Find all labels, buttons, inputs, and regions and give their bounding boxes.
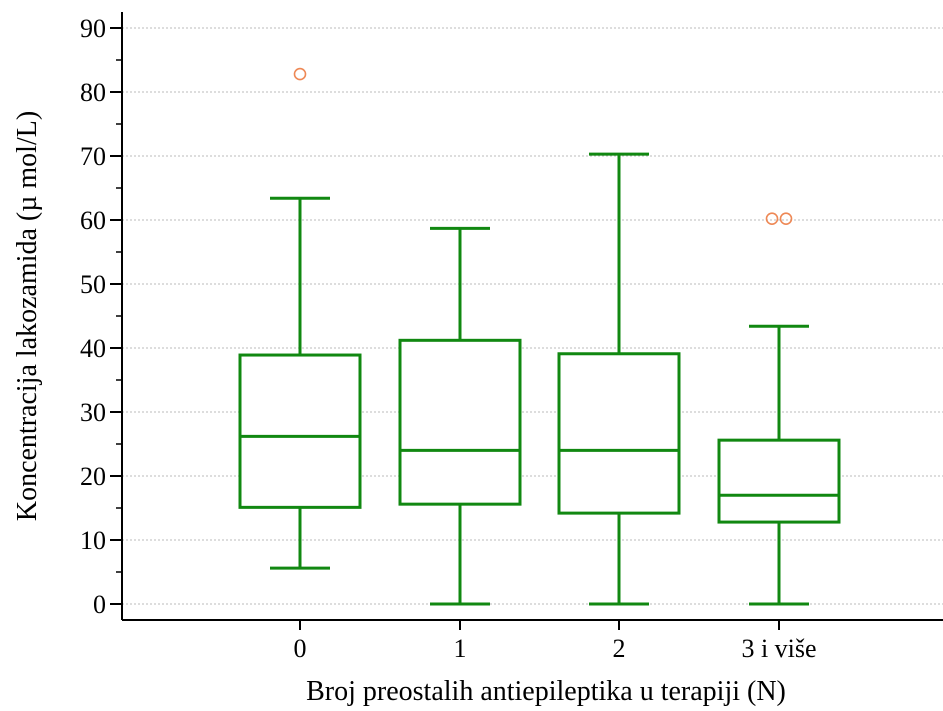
axes bbox=[121, 12, 943, 621]
box-group bbox=[717, 212, 841, 606]
y-tick-label: 20 bbox=[80, 462, 106, 491]
box-iqr bbox=[557, 352, 681, 515]
outlier-point bbox=[779, 212, 793, 226]
y-tick-label: 40 bbox=[80, 334, 106, 363]
box-iqr bbox=[398, 338, 522, 506]
y-tick-label: 60 bbox=[80, 206, 106, 235]
box-iqr bbox=[238, 353, 362, 509]
box-plot-series bbox=[238, 67, 841, 606]
y-tick-label: 90 bbox=[80, 14, 106, 43]
y-tick-label: 10 bbox=[80, 526, 106, 555]
box-group bbox=[398, 226, 522, 606]
x-tick-label: 2 bbox=[613, 634, 626, 663]
y-tick-label: 80 bbox=[80, 78, 106, 107]
box-iqr bbox=[717, 438, 841, 524]
y-axis-ticks: 0 10 20 30 40 50 60 70 80 90 bbox=[80, 14, 122, 619]
outlier-point bbox=[293, 67, 307, 81]
x-tick-label: 1 bbox=[454, 634, 467, 663]
y-tick-label: 50 bbox=[80, 270, 106, 299]
y-axis-label: Koncentracija lakozamida (µ mol/L) bbox=[12, 111, 43, 521]
x-tick-label: 0 bbox=[294, 634, 307, 663]
outlier-point bbox=[765, 212, 779, 226]
y-tick-label: 30 bbox=[80, 398, 106, 427]
x-axis-ticks: 0 1 2 3 i više bbox=[294, 620, 817, 663]
x-axis-label: Broj preostalih antiepileptika u terapij… bbox=[306, 676, 786, 707]
x-tick-label: 3 i više bbox=[741, 634, 816, 663]
box-group bbox=[557, 152, 681, 606]
y-tick-label: 0 bbox=[93, 590, 106, 619]
box-group bbox=[238, 67, 362, 570]
y-tick-label: 70 bbox=[80, 142, 106, 171]
